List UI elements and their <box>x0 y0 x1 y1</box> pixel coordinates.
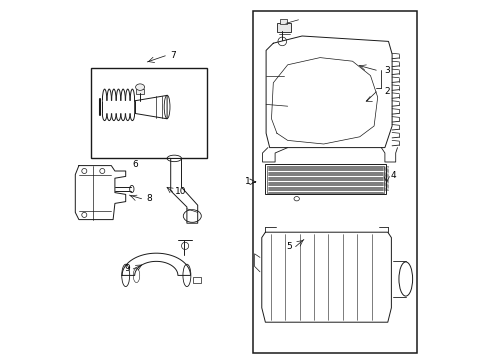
Circle shape <box>81 212 87 217</box>
Ellipse shape <box>122 264 129 287</box>
Text: 3: 3 <box>384 66 389 75</box>
Text: 1: 1 <box>244 177 250 186</box>
Ellipse shape <box>135 84 144 90</box>
Bar <box>91 68 206 158</box>
Ellipse shape <box>183 264 190 287</box>
Bar <box>253 11 416 353</box>
Ellipse shape <box>183 210 201 222</box>
Bar <box>136 89 143 94</box>
Ellipse shape <box>293 197 299 201</box>
Ellipse shape <box>398 262 412 296</box>
Bar <box>265 164 385 194</box>
Text: 5: 5 <box>285 242 291 251</box>
Text: 10: 10 <box>174 187 186 196</box>
Text: 7: 7 <box>170 51 176 60</box>
Bar <box>276 23 291 32</box>
Circle shape <box>100 168 104 174</box>
Circle shape <box>81 168 87 174</box>
Text: 2: 2 <box>384 87 389 96</box>
Text: 8: 8 <box>146 194 152 203</box>
Bar <box>266 166 384 193</box>
Ellipse shape <box>133 268 140 283</box>
Circle shape <box>277 37 286 46</box>
Ellipse shape <box>164 95 170 119</box>
Text: 9: 9 <box>123 264 129 274</box>
Circle shape <box>181 242 188 249</box>
Ellipse shape <box>167 155 181 162</box>
Bar <box>279 19 286 24</box>
Text: 4: 4 <box>390 171 396 180</box>
Bar <box>193 277 201 283</box>
Ellipse shape <box>129 185 134 193</box>
Text: 6: 6 <box>132 161 138 169</box>
